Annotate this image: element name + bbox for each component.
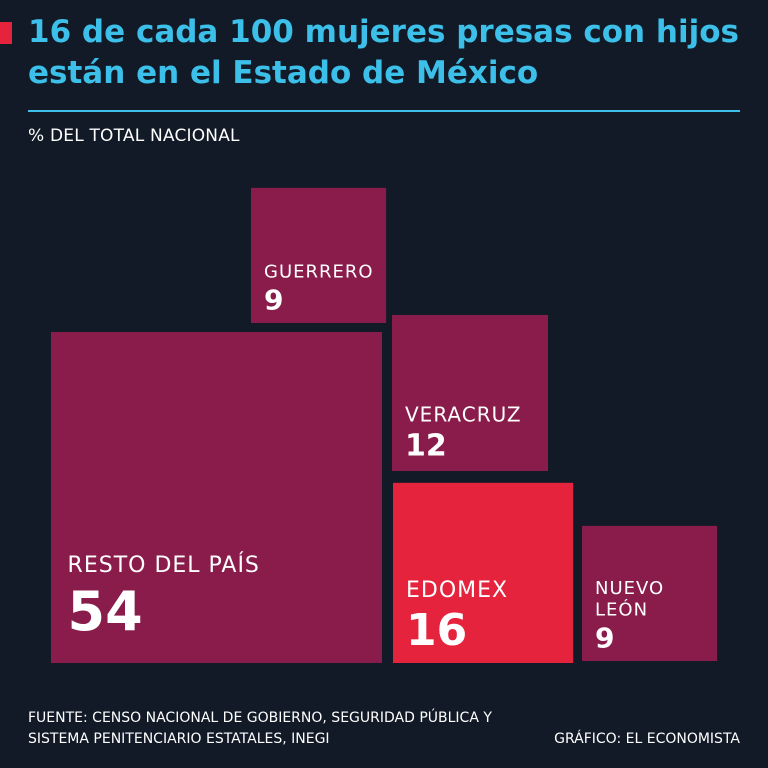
block-value-guerrero: 9 bbox=[264, 283, 283, 316]
block-label-guerrero: GUERRERO bbox=[264, 261, 374, 282]
block-rect-veracruz bbox=[392, 314, 549, 471]
block-value-edomex: 16 bbox=[406, 605, 467, 656]
block-label-resto: RESTO DEL PAÍS bbox=[68, 552, 260, 578]
credit-note: GRÁFICO: EL ECONOMISTA bbox=[554, 731, 740, 747]
chart-title: 16 de cada 100 mujeres presas con hijos … bbox=[28, 14, 739, 91]
block-label-veracruz: VERACRUZ bbox=[405, 402, 522, 426]
block-value-resto: 54 bbox=[68, 580, 143, 643]
block-rect-edomex bbox=[393, 482, 574, 663]
title-divider bbox=[28, 110, 740, 112]
block-label-edomex: EDOMEX bbox=[406, 578, 508, 603]
block-rect-resto bbox=[51, 332, 382, 663]
block-value-veracruz: 12 bbox=[405, 428, 447, 463]
source-note: FUENTE: CENSO NACIONAL DE GOBIERNO, SEGU… bbox=[28, 710, 492, 747]
block-value-nuevoleon: 9 bbox=[595, 621, 614, 654]
block-rect-nuevoleon bbox=[582, 525, 718, 661]
chart-subtitle: % DEL TOTAL NACIONAL bbox=[28, 126, 240, 146]
accent-bar bbox=[0, 22, 12, 44]
block-label-nuevoleon: NUEVO LEÓN bbox=[595, 578, 664, 621]
block-rect-guerrero bbox=[251, 187, 387, 323]
